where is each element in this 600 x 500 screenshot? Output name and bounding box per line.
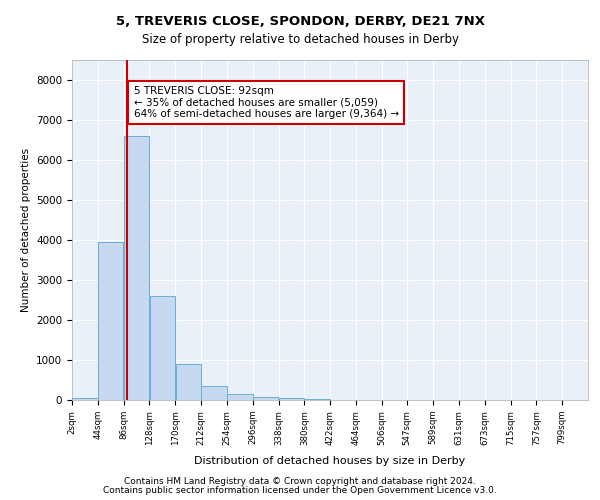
Bar — [227, 394, 253, 400]
Y-axis label: Number of detached properties: Number of detached properties — [20, 148, 31, 312]
Bar — [279, 398, 304, 400]
Bar — [305, 399, 330, 400]
Bar — [176, 364, 201, 400]
Text: Contains HM Land Registry data © Crown copyright and database right 2024.: Contains HM Land Registry data © Crown c… — [124, 477, 476, 486]
Text: 5 TREVERIS CLOSE: 92sqm
← 35% of detached houses are smaller (5,059)
64% of semi: 5 TREVERIS CLOSE: 92sqm ← 35% of detache… — [134, 86, 398, 119]
Bar — [253, 397, 278, 400]
Bar — [150, 296, 175, 400]
Bar — [73, 398, 98, 400]
Bar — [202, 386, 227, 400]
Bar — [124, 136, 149, 400]
X-axis label: Distribution of detached houses by size in Derby: Distribution of detached houses by size … — [194, 456, 466, 466]
Text: Contains public sector information licensed under the Open Government Licence v3: Contains public sector information licen… — [103, 486, 497, 495]
Text: Size of property relative to detached houses in Derby: Size of property relative to detached ho… — [142, 32, 458, 46]
Bar — [98, 242, 124, 400]
Text: 5, TREVERIS CLOSE, SPONDON, DERBY, DE21 7NX: 5, TREVERIS CLOSE, SPONDON, DERBY, DE21 … — [115, 15, 485, 28]
